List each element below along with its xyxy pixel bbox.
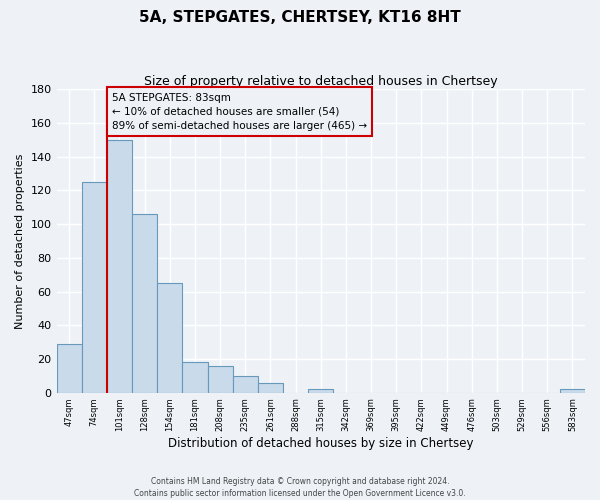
Bar — [208, 366, 233, 392]
Y-axis label: Number of detached properties: Number of detached properties — [15, 153, 25, 328]
Bar — [132, 214, 157, 392]
Bar — [258, 382, 283, 392]
Bar — [56, 344, 82, 393]
Bar — [560, 390, 585, 392]
Text: 5A STEPGATES: 83sqm
← 10% of detached houses are smaller (54)
89% of semi-detach: 5A STEPGATES: 83sqm ← 10% of detached ho… — [112, 92, 367, 130]
Bar — [157, 283, 182, 393]
Bar — [107, 140, 132, 392]
Bar — [308, 390, 334, 392]
Text: 5A, STEPGATES, CHERTSEY, KT16 8HT: 5A, STEPGATES, CHERTSEY, KT16 8HT — [139, 10, 461, 25]
X-axis label: Distribution of detached houses by size in Chertsey: Distribution of detached houses by size … — [168, 437, 473, 450]
Title: Size of property relative to detached houses in Chertsey: Size of property relative to detached ho… — [144, 75, 497, 88]
Text: Contains HM Land Registry data © Crown copyright and database right 2024.
Contai: Contains HM Land Registry data © Crown c… — [134, 476, 466, 498]
Bar — [82, 182, 107, 392]
Bar — [233, 376, 258, 392]
Bar — [182, 362, 208, 392]
